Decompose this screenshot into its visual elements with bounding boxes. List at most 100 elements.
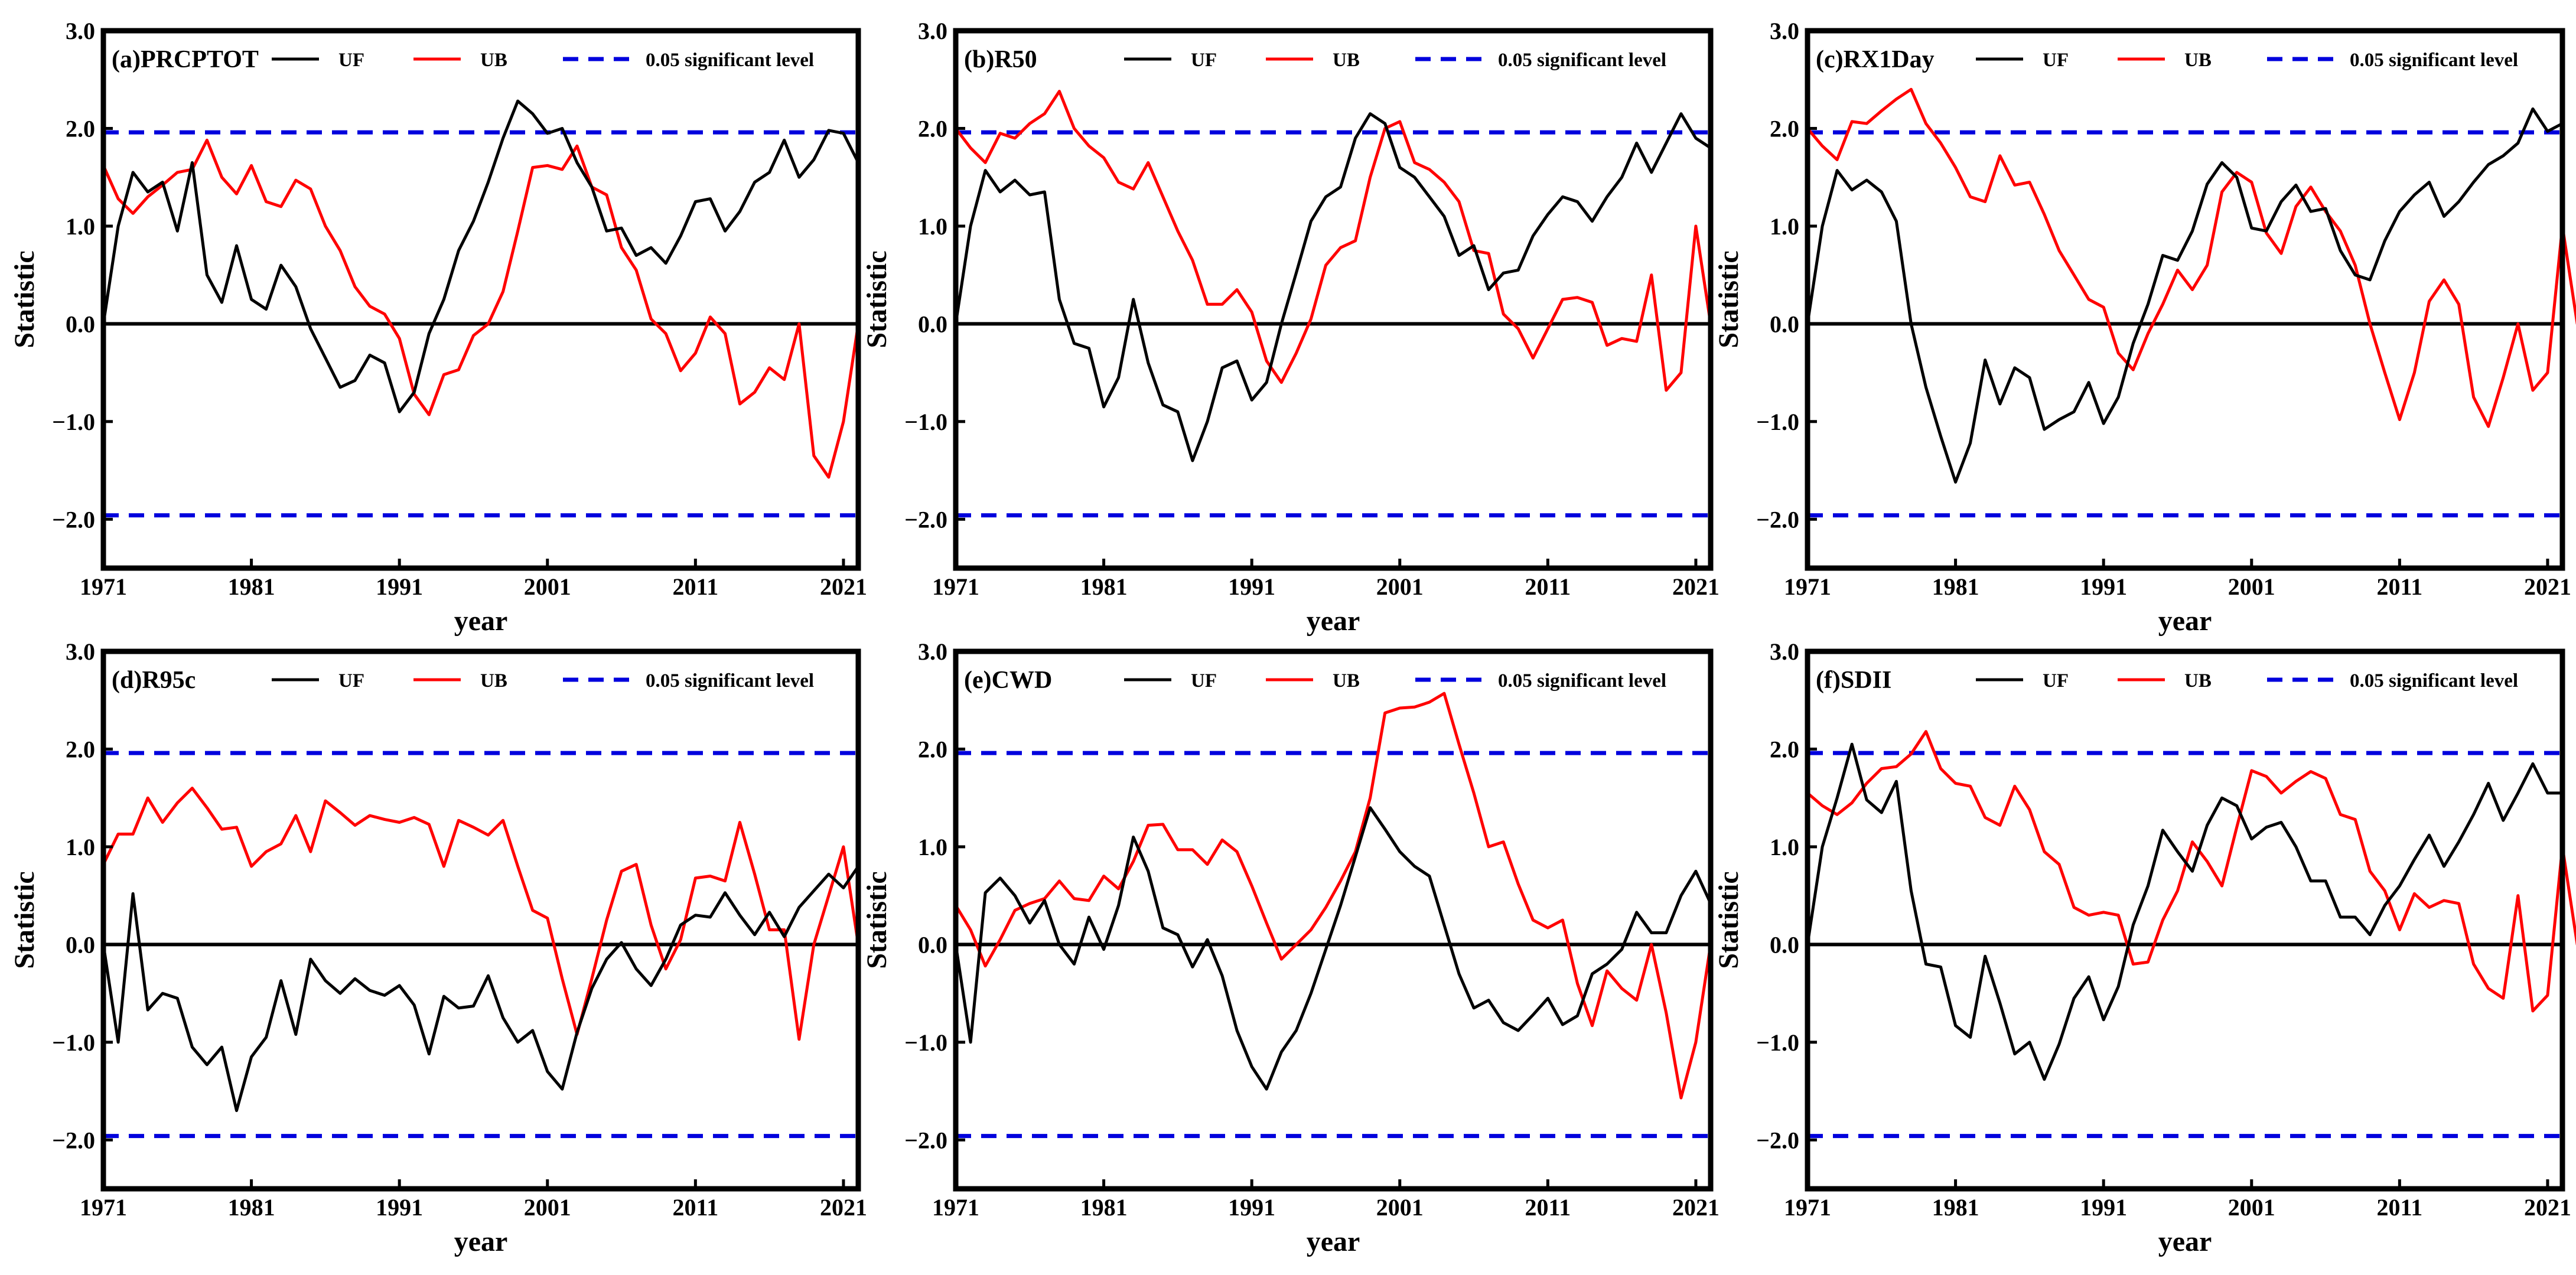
y-axis-label: Statistic bbox=[1713, 871, 1744, 969]
y-tick-label: −1.0 bbox=[1756, 409, 1799, 435]
x-tick-label: 2021 bbox=[820, 573, 867, 600]
x-tick-label: 1991 bbox=[376, 573, 423, 600]
y-tick-label: 1.0 bbox=[918, 213, 947, 240]
x-tick-label: 2001 bbox=[524, 1194, 571, 1221]
y-tick-label: 3.0 bbox=[1770, 638, 1799, 665]
panel-title: (b)R50 bbox=[964, 46, 1037, 73]
y-tick-label: 3.0 bbox=[918, 638, 947, 665]
y-tick-label: 1.0 bbox=[1770, 213, 1799, 240]
legend-sig-label: 0.05 significant level bbox=[646, 50, 814, 71]
x-tick-label: 1971 bbox=[932, 573, 979, 600]
panel-4: 1971 1981 1991 2001 2011 2021 3.0 2.0 1.0 0.0 −1.0… bbox=[9, 638, 867, 1257]
y-tick-label: 0.0 bbox=[66, 931, 95, 958]
ub-series-line bbox=[102, 138, 860, 479]
y-tick-label: 0.0 bbox=[1770, 931, 1799, 958]
legend-sig-label: 0.05 significant level bbox=[2350, 50, 2518, 71]
x-tick-label: 2011 bbox=[672, 573, 718, 600]
panel-3: 1971 1981 1991 2001 2011 2021 3.0 2.0 1.0 0.0 −1.0… bbox=[1713, 18, 2576, 637]
uf-series-line bbox=[102, 99, 860, 413]
y-tick-label: 2.0 bbox=[1770, 736, 1799, 762]
legend-ub-label: UB bbox=[1333, 50, 1360, 71]
x-tick-label: 2011 bbox=[2376, 573, 2422, 600]
x-tick-label: 1981 bbox=[1932, 573, 1979, 600]
panel-1: 1971 1981 1991 2001 2011 2021 3.0 2.0 1.0 0.0 −1.0… bbox=[9, 18, 867, 637]
legend-uf-label: UF bbox=[1191, 670, 1217, 692]
plot-frame bbox=[1805, 648, 2565, 1192]
y-axis-label: Statistic bbox=[9, 871, 40, 969]
plot-frame bbox=[953, 648, 1714, 1192]
y-tick-label: 2.0 bbox=[66, 115, 95, 142]
y-tick-label: 2.0 bbox=[918, 115, 947, 142]
plot-frame bbox=[100, 28, 861, 571]
x-tick-label: 1971 bbox=[932, 1194, 979, 1221]
y-tick-label: −2.0 bbox=[904, 1127, 947, 1153]
x-tick-label: 1971 bbox=[1784, 573, 1831, 600]
x-tick-label: 2001 bbox=[1376, 573, 1424, 600]
x-tick-label: 2011 bbox=[1525, 1194, 1571, 1221]
y-tick-label: −1.0 bbox=[1756, 1029, 1799, 1056]
uf-series-line bbox=[954, 806, 1712, 1091]
panel-6: 1971 1981 1991 2001 2011 2021 3.0 2.0 1.0 0.0 −1.0… bbox=[1713, 638, 2576, 1257]
uf-series-line bbox=[954, 112, 1712, 462]
x-tick-label: 2021 bbox=[2524, 573, 2571, 600]
legend-uf-label: UF bbox=[1191, 50, 1217, 71]
y-axis-label: Statistic bbox=[861, 250, 893, 348]
x-tick-label: 1991 bbox=[2080, 573, 2127, 600]
y-tick-label: 1.0 bbox=[918, 834, 947, 860]
y-tick-label: 3.0 bbox=[1770, 18, 1799, 44]
y-axis-label: Statistic bbox=[9, 250, 40, 348]
x-tick-label: 1991 bbox=[1228, 573, 1275, 600]
legend-ub-label: UB bbox=[480, 670, 507, 692]
legend-ub-label: UB bbox=[480, 50, 507, 71]
y-axis-label: Statistic bbox=[1713, 250, 1744, 348]
legend-uf-label: UF bbox=[338, 50, 364, 71]
y-tick-label: −2.0 bbox=[52, 506, 95, 533]
x-tick-label: 2021 bbox=[2524, 1194, 2571, 1221]
x-tick-label: 1981 bbox=[1080, 1194, 1128, 1221]
x-tick-label: 2001 bbox=[1376, 1194, 1424, 1221]
plot-frame bbox=[100, 648, 861, 1192]
y-tick-label: −1.0 bbox=[904, 409, 947, 435]
y-tick-label: 0.0 bbox=[918, 311, 947, 337]
x-axis-label: year bbox=[1307, 1226, 1360, 1257]
x-tick-label: 2011 bbox=[672, 1194, 718, 1221]
x-tick-label: 1981 bbox=[1932, 1194, 1979, 1221]
y-tick-label: 0.0 bbox=[918, 931, 947, 958]
ub-series-line bbox=[102, 787, 860, 1041]
x-tick-label: 1971 bbox=[80, 1194, 127, 1221]
legend-ub-label: UB bbox=[1333, 670, 1360, 692]
uf-series-line bbox=[102, 865, 860, 1113]
panel-title: (d)R95c bbox=[112, 667, 196, 694]
y-tick-label: 2.0 bbox=[1770, 115, 1799, 142]
x-tick-label: 2021 bbox=[1672, 573, 1719, 600]
legend-sig-label: 0.05 significant level bbox=[2350, 670, 2518, 692]
y-tick-label: −2.0 bbox=[1756, 1127, 1799, 1153]
legend-ub-label: UB bbox=[2184, 670, 2212, 692]
y-tick-label: 1.0 bbox=[66, 213, 95, 240]
legend-sig-label: 0.05 significant level bbox=[1498, 670, 1666, 692]
y-tick-label: 2.0 bbox=[66, 736, 95, 762]
uf-series-line bbox=[1806, 742, 2564, 1081]
x-tick-label: 2011 bbox=[2376, 1194, 2422, 1221]
legend-uf-label: UF bbox=[2043, 670, 2069, 692]
x-tick-label: 2001 bbox=[2228, 573, 2275, 600]
y-tick-label: −1.0 bbox=[52, 409, 95, 435]
x-axis-label: year bbox=[454, 1226, 508, 1257]
legend-ub-label: UB bbox=[2184, 50, 2212, 71]
y-tick-label: 2.0 bbox=[918, 736, 947, 762]
x-tick-label: 2011 bbox=[1525, 573, 1571, 600]
y-tick-label: 1.0 bbox=[1770, 834, 1799, 860]
x-tick-label: 1981 bbox=[1080, 573, 1128, 600]
y-tick-label: 0.0 bbox=[1770, 311, 1799, 337]
ub-series-line bbox=[954, 90, 1712, 392]
panel-5: 1971 1981 1991 2001 2011 2021 3.0 2.0 1.0 0.0 −1.0… bbox=[861, 638, 1719, 1257]
panel-title: (c)RX1Day bbox=[1816, 46, 1935, 73]
ub-series-line bbox=[954, 692, 1712, 1100]
y-tick-label: 3.0 bbox=[66, 18, 95, 44]
y-tick-label: −2.0 bbox=[904, 506, 947, 533]
x-axis-label: year bbox=[454, 605, 508, 637]
panel-title: (a)PRCPTOT bbox=[112, 46, 259, 73]
x-tick-label: 1991 bbox=[376, 1194, 423, 1221]
panel-title: (f)SDII bbox=[1816, 667, 1891, 694]
